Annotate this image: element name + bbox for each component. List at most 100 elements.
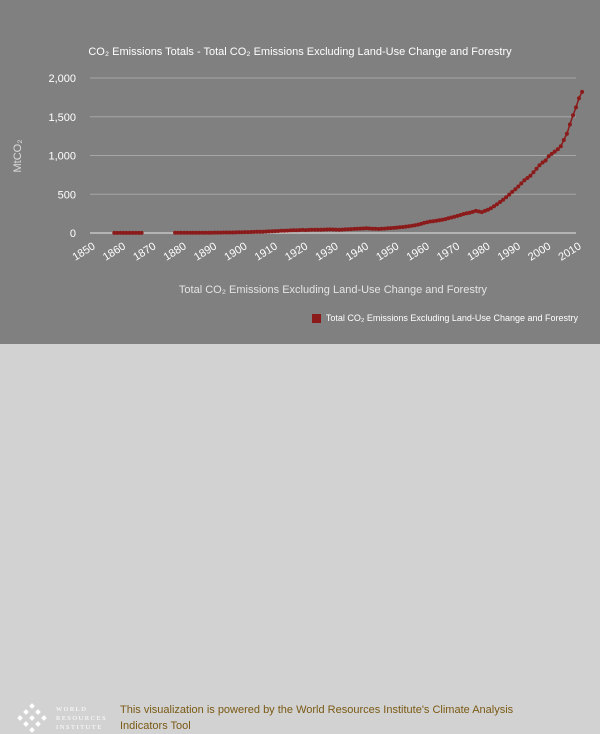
data-point: [300, 227, 305, 232]
data-point: [567, 122, 572, 127]
data-point: [577, 96, 581, 101]
data-point: [230, 230, 235, 235]
data-point: [440, 217, 445, 222]
data-point: [133, 230, 138, 235]
data-point: [482, 208, 487, 213]
data-point: [388, 226, 393, 231]
data-point: [525, 176, 530, 180]
data-point: [513, 187, 518, 192]
data-point: [437, 218, 442, 223]
data-point: [334, 227, 338, 232]
data-point: [379, 226, 384, 231]
data-point: [540, 160, 545, 165]
data-point: [397, 225, 402, 230]
data-point: [173, 230, 178, 235]
x-tick-label: 2010: [556, 240, 583, 263]
data-point: [288, 228, 293, 233]
data-point: [291, 228, 296, 233]
logo-line: WORLD: [56, 706, 88, 713]
data-point: [255, 229, 260, 234]
x-tick-label: 1880: [162, 240, 189, 263]
data-point: [385, 226, 390, 231]
x-tick-label: 1960: [405, 240, 432, 263]
data-point: [176, 230, 181, 235]
data-point: [194, 230, 199, 235]
data-point: [182, 230, 187, 235]
footer: WORLD RESOURCES INSTITUTE This visualizati…: [0, 344, 600, 733]
data-point: [537, 163, 542, 168]
data-point: [179, 230, 184, 235]
data-point: [467, 210, 472, 215]
data-point: [455, 213, 460, 218]
data-point: [200, 230, 205, 235]
y-tick-label: 1,500: [48, 112, 76, 124]
data-point: [543, 158, 548, 163]
legend[interactable]: Total CO₂ Emissions Excluding Land-Use C…: [311, 313, 578, 323]
logo-line: INSTITUTE: [56, 724, 103, 731]
data-point: [443, 217, 448, 222]
data-point: [112, 230, 117, 235]
data-point: [191, 230, 196, 235]
data-point: [464, 211, 469, 216]
data-point: [403, 224, 408, 229]
data-point: [449, 215, 454, 220]
data-point: [331, 227, 335, 232]
data-point: [522, 178, 527, 183]
data-point: [358, 226, 363, 231]
logo-line: RESOURCES: [56, 715, 108, 722]
data-point: [236, 230, 241, 235]
x-tick-label: 1900: [222, 240, 249, 263]
data-point: [549, 151, 554, 156]
credit-text[interactable]: This visualization is powered by the Wor…: [120, 704, 514, 732]
data-point: [276, 229, 281, 233]
data-point: [558, 144, 563, 149]
data-point: [270, 229, 275, 234]
data-point: [303, 228, 308, 233]
data-point: [470, 209, 475, 214]
x-tick-label: 1910: [253, 240, 280, 263]
x-tick-label: 1860: [101, 240, 128, 263]
data-point: [285, 228, 290, 233]
data-point: [215, 230, 220, 235]
data-point: [227, 230, 232, 235]
data-point: [400, 225, 405, 229]
data-point: [364, 226, 369, 231]
data-point: [361, 226, 366, 231]
data-point: [197, 230, 202, 235]
data-point: [239, 230, 244, 235]
x-tick-label: 1950: [374, 240, 401, 263]
data-point: [115, 230, 120, 235]
data-point: [273, 229, 278, 234]
data-point: [373, 226, 378, 231]
data-point: [127, 230, 132, 235]
data-point: [340, 227, 345, 232]
data-point: [267, 229, 272, 234]
data-point: [501, 197, 506, 202]
data-point: [519, 181, 524, 186]
data-point: [261, 229, 266, 234]
chart-area: CO₂ Emissions Totals - Total CO₂ Emissio…: [0, 0, 600, 344]
data-point: [473, 208, 478, 213]
data-point: [346, 227, 351, 232]
series-line: [175, 91, 583, 234]
data-point: [510, 189, 515, 194]
y-tick-label: 2,000: [48, 73, 76, 85]
data-point: [452, 214, 457, 219]
data-point: [136, 230, 141, 235]
data-point: [461, 212, 466, 216]
data-point: [431, 219, 436, 224]
data-point: [218, 230, 223, 235]
data-point: [139, 230, 144, 235]
data-point: [425, 220, 430, 225]
wri-logo-icon[interactable]: [16, 702, 48, 734]
data-point: [446, 216, 451, 221]
data-point: [130, 230, 135, 235]
data-point: [561, 138, 566, 142]
data-point: [492, 204, 496, 209]
x-axis-title: Total CO₂ Emissions Excluding Land-Use C…: [178, 284, 488, 296]
data-point: [343, 227, 348, 232]
data-point: [564, 131, 569, 136]
x-tick-label: 1970: [435, 240, 462, 263]
data-point: [422, 220, 427, 225]
y-tick-label: 0: [70, 228, 76, 240]
